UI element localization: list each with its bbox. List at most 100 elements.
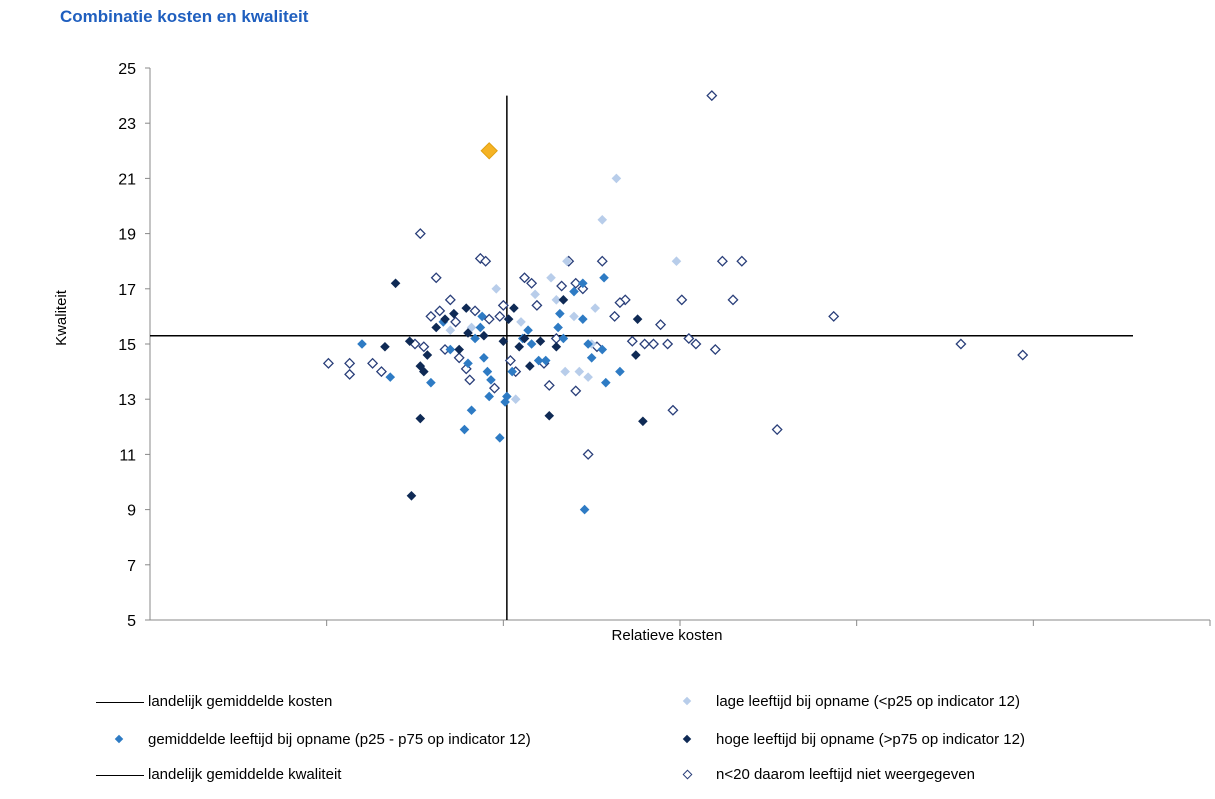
legend-open-diamond-icon [664,768,712,782]
y-tick-label: 7 [127,558,136,575]
legend-diamond-icon [96,733,144,747]
data-point [558,295,569,305]
legend-diamond-icon [664,695,712,709]
data-point [531,299,543,311]
data-point [578,278,588,289]
data-point [453,352,465,364]
data-point [596,255,608,267]
y-tick-label: 25 [118,61,136,78]
y-tick-label: 9 [127,503,136,520]
data-point [556,280,568,292]
data-point [709,344,721,356]
data-point [404,336,415,347]
data-point [434,305,446,317]
data-point [560,366,570,377]
data-point [414,228,426,240]
data-point [828,310,840,322]
data-point [461,303,472,313]
legend-item-lage: lage leeftijd bij opname (<p25 op indica… [664,693,1020,710]
data-point [609,310,621,322]
data-point [519,333,530,344]
data-point [597,215,608,225]
data-point [551,341,562,352]
data-point [470,333,480,344]
data-point [503,314,514,324]
data-point [574,366,585,377]
data-point [415,413,426,424]
data-point [406,491,417,501]
data-point [601,377,611,388]
data-point [445,344,456,355]
y-tick-label: 11 [119,447,136,464]
data-point [475,322,486,333]
data-point [639,338,651,350]
data-point [510,394,521,404]
data-point [484,391,494,402]
data-point [495,433,505,443]
legend-line-icon [96,768,144,782]
data-point [390,278,401,289]
data-point [488,382,501,394]
data-point [507,366,517,377]
data-point [579,504,590,515]
data-point [498,336,509,347]
data-point [727,294,739,306]
y-tick-label: 23 [118,116,136,133]
data-point [540,355,551,366]
legend-item-n20: n<20 daarom leeftijd niet weergegeven [664,766,975,783]
data-point [614,297,626,309]
scatter-plot: 5 7 9 11 13 15 17 19 21 23 25 Kwaliteit Relatieve … [53,61,1211,644]
data-point [459,424,470,435]
data-point [482,366,493,377]
data-point [469,305,481,317]
data-point [615,366,625,377]
legend-label: lage leeftijd bij opname (<p25 op indica… [716,693,1020,710]
data-point [597,344,608,355]
data-point [463,328,473,338]
data-point [477,311,487,322]
data-point [523,325,533,335]
data-point [530,289,540,300]
data-point [479,353,489,363]
data-point [570,385,582,397]
highlight-point [480,142,498,160]
y-tick-label: 15 [118,337,136,354]
x-axis-label: Relatieve kosten [612,627,723,644]
data-point [479,330,489,341]
data-points [322,90,1029,515]
data-point [516,317,526,327]
data-point [380,341,390,352]
y-tick-label: 13 [118,392,136,409]
data-point [562,256,572,266]
data-point [367,357,379,369]
data-point [647,338,660,350]
data-point [450,316,462,328]
y-tick-label: 5 [127,613,136,630]
chart-title: Combinatie kosten en kwaliteit [60,7,309,26]
data-point [525,361,535,371]
data-point [551,295,562,305]
data-point [736,255,748,267]
data-point [519,272,531,284]
data-point [558,333,569,344]
data-point [555,308,565,319]
y-tick-label: 21 [118,171,136,188]
data-point [509,303,519,313]
data-point [611,173,622,184]
data-point [706,90,718,102]
data-point [578,314,588,324]
data-point [771,424,783,436]
data-point [454,344,464,355]
legend-label: n<20 daarom leeftijd niet weergegeven [716,766,975,783]
legend-label: gemiddelde leeftijd bij opname (p25 - p7… [148,731,531,748]
data-point [425,310,437,322]
legend-item-gemiddelde: gemiddelde leeftijd bij opname (p25 - p7… [96,731,531,748]
data-point [586,353,597,363]
data-point [569,311,579,322]
data-point [486,375,496,385]
y-tick-label: 19 [118,227,136,244]
data-point [502,391,512,402]
data-point [619,294,631,306]
data-point [526,339,537,349]
data-point [631,350,641,360]
